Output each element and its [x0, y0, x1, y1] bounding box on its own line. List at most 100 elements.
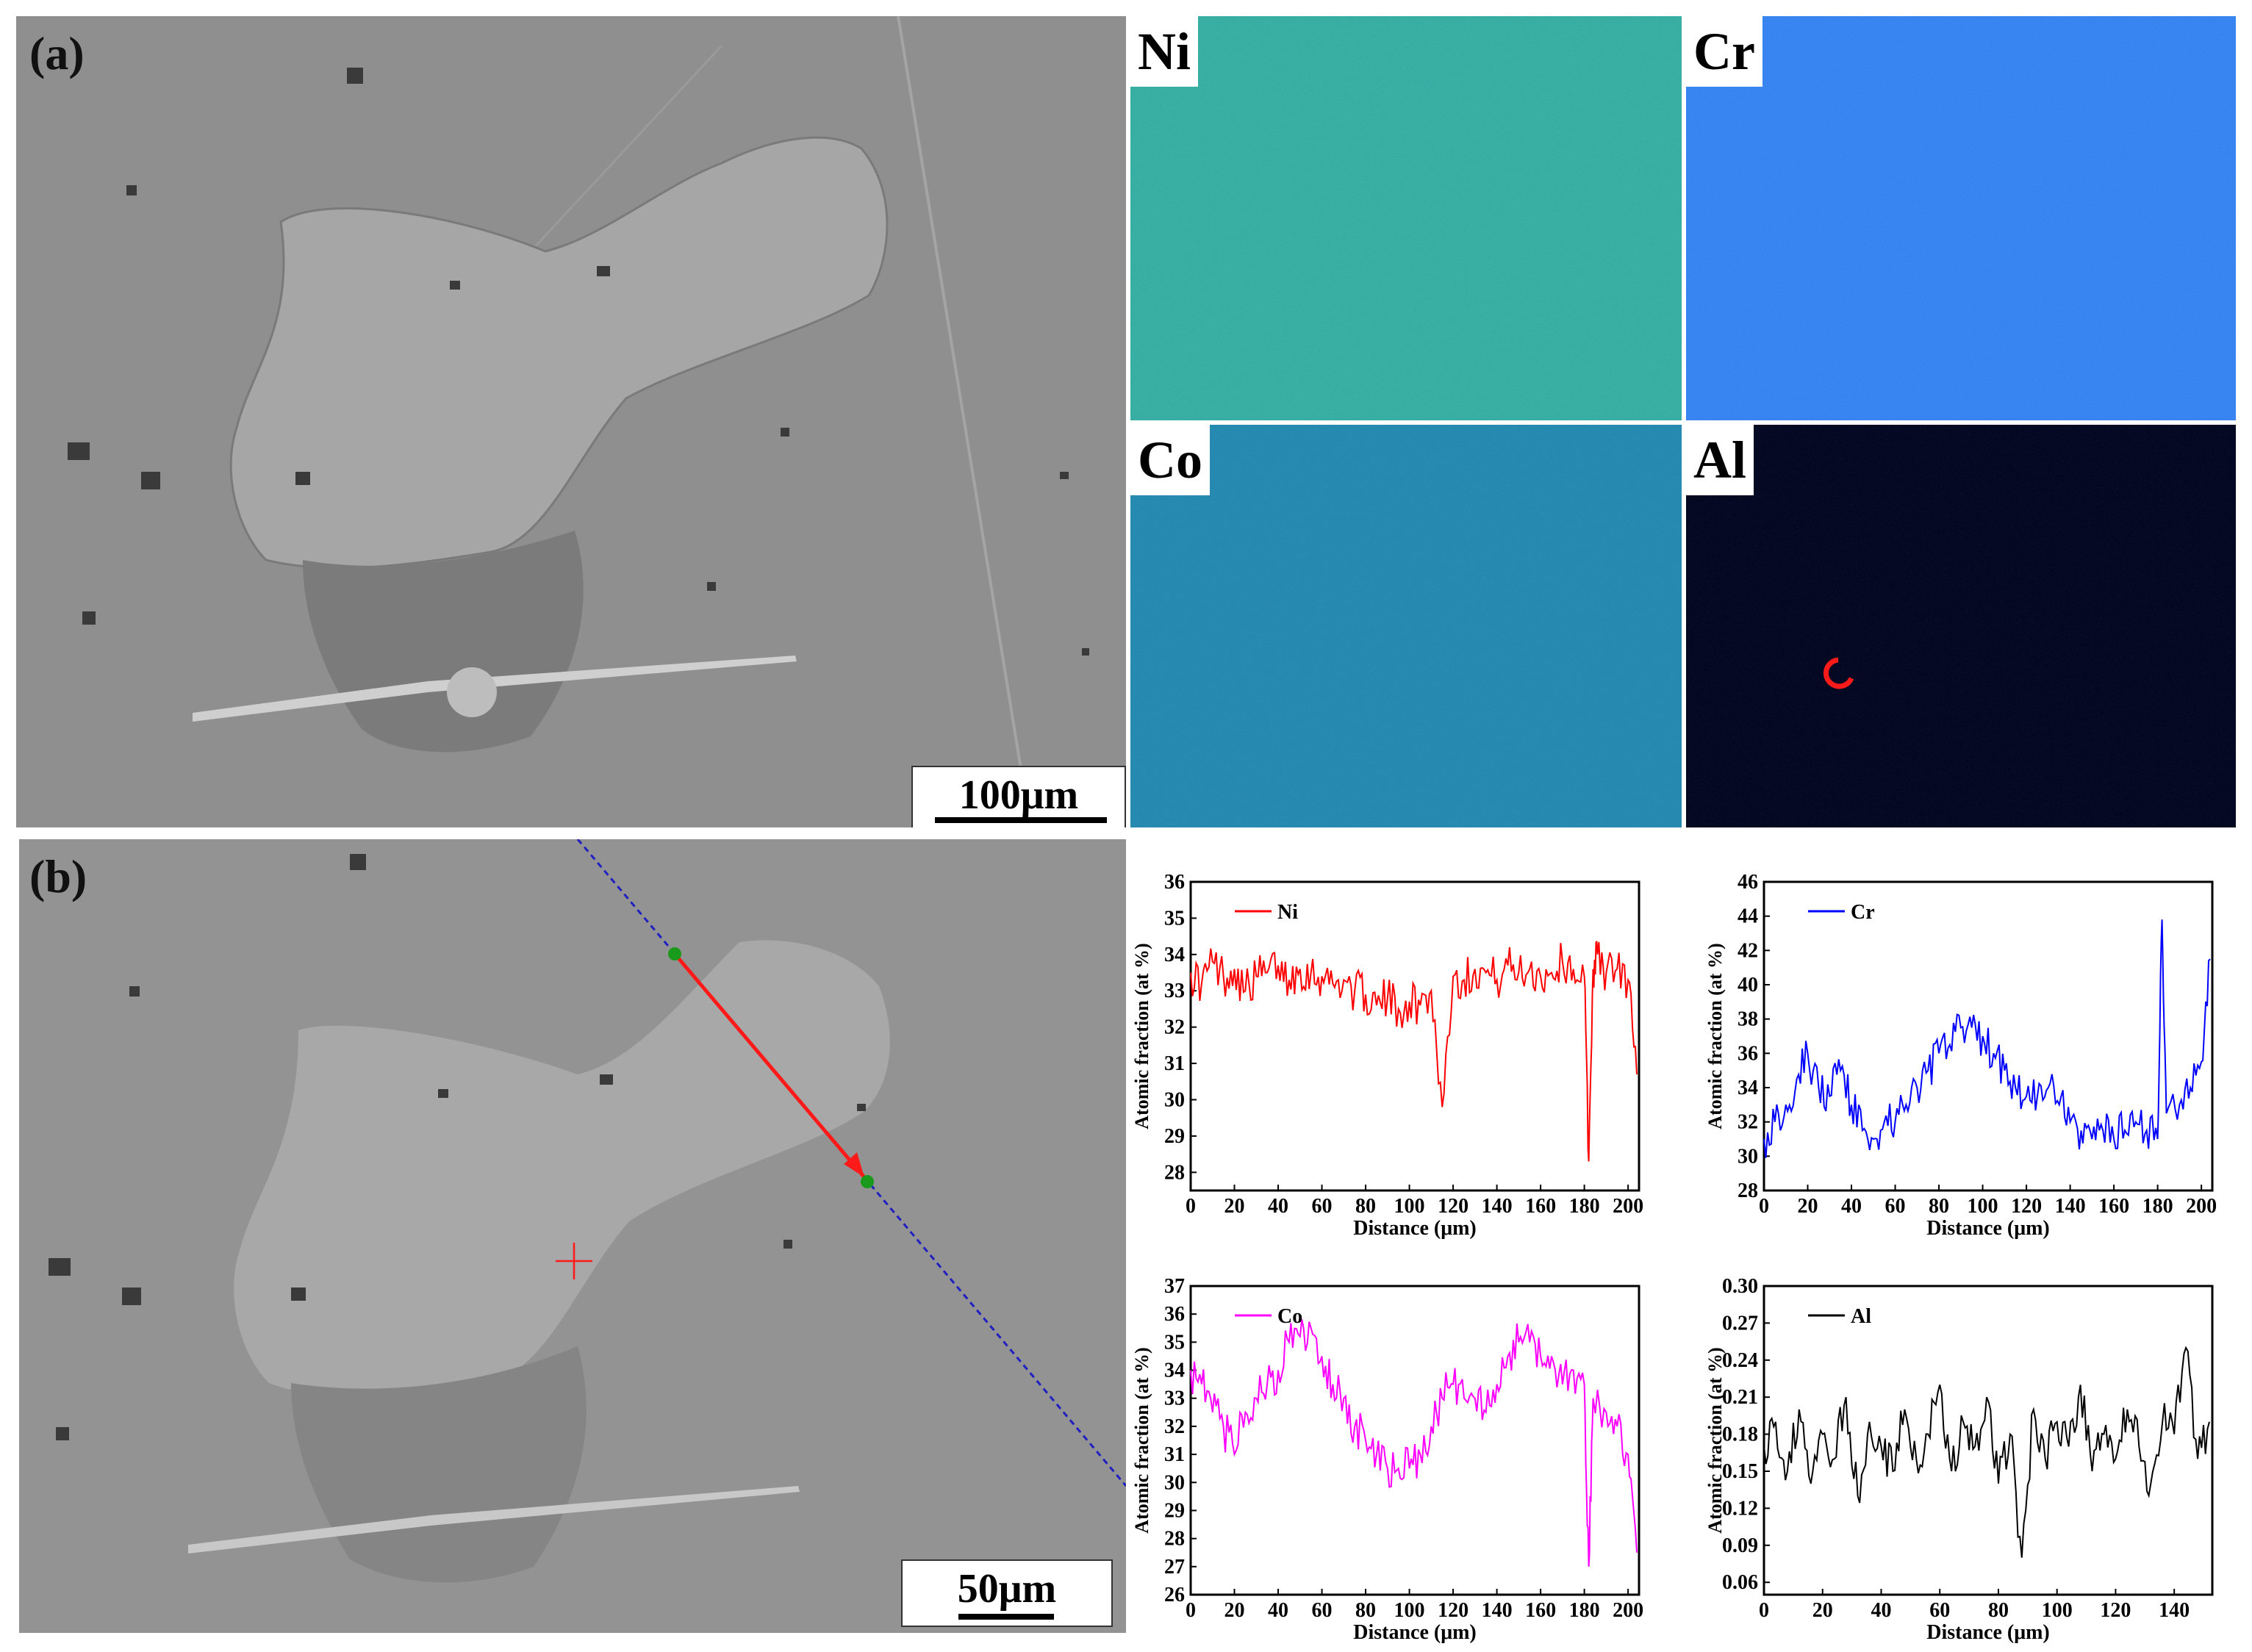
chart-ni: 0 20 40 60 80 100 120 140 160 180 200 28 29 30 31 32 33 3…	[1132, 871, 1643, 1240]
y-tick-label: 36	[1738, 1042, 1758, 1065]
map-co: Co	[1130, 425, 1682, 827]
y-tick-label: 32	[1164, 1415, 1185, 1438]
x-axis-label: Distance (μm)	[1926, 1621, 2050, 1644]
plot-frame	[1189, 1285, 1640, 1596]
x-axis-label: Distance (μm)	[1353, 1217, 1477, 1240]
y-tick-label: 30	[1738, 1145, 1758, 1168]
series-line-al	[1763, 1346, 2210, 1558]
y-tick-label: 0.06	[1722, 1571, 1758, 1594]
y-tick-label: 0.21	[1722, 1386, 1758, 1409]
x-tick-label: 60	[1929, 1599, 1950, 1622]
scratch-bright	[193, 656, 797, 722]
y-tick-label: 28	[1164, 1161, 1185, 1184]
y-tick-label: 33	[1164, 980, 1185, 1002]
series-line-cr	[1763, 919, 2211, 1158]
grain-light-b	[234, 940, 890, 1397]
y-tick-label: 26	[1164, 1584, 1185, 1606]
y-tick-label: 30	[1164, 1088, 1185, 1111]
map-cr-noise	[1686, 16, 2236, 420]
scratch-bright-b	[188, 1486, 800, 1554]
chart-al: 0 20 40 60 80 100 120 140 0.06 0.09 0.12 0.15 0.18 0.…	[1705, 1275, 2214, 1644]
x-tick-label: 200	[2186, 1195, 2217, 1218]
y-tick-label: 42	[1738, 939, 1758, 962]
legend-label: Cr	[1851, 901, 1875, 924]
x-tick-label: 60	[1312, 1599, 1333, 1622]
y-tick-label: 32	[1164, 1016, 1185, 1039]
y-tick-label: 29	[1164, 1499, 1185, 1522]
al-marker-ring	[1823, 657, 1854, 689]
y-tick-label: 44	[1738, 905, 1758, 928]
x-tick-label: 60	[1885, 1195, 1906, 1218]
scan-start-dot	[668, 947, 681, 960]
x-tick-label: 120	[1438, 1195, 1469, 1218]
x-tick-label: 20	[1224, 1195, 1245, 1218]
sem-image-a: (a) 100μm	[16, 16, 1126, 827]
x-tick-label: 0	[1759, 1195, 1769, 1218]
x-tick-label: 0	[1186, 1195, 1196, 1218]
y-tick-label: 34	[1164, 1360, 1185, 1382]
x-tick-label: 80	[1929, 1195, 1949, 1218]
scale-bar-label-b: 50μm	[957, 1566, 1057, 1612]
y-axis-label: Atomic fraction (at %)	[1705, 943, 1726, 1129]
plot-frame	[1189, 880, 1640, 1192]
chart-co: 0 20 40 60 80 100 120 140 160 180 200 26 27 28 29 30 31 3…	[1132, 1275, 1643, 1644]
grain-light	[229, 136, 889, 570]
x-tick-label: 200	[1613, 1195, 1643, 1218]
scale-bar-a	[935, 817, 1107, 823]
scale-bar-box-b: 50μm	[901, 1559, 1113, 1627]
y-tick-label: 0.27	[1722, 1312, 1758, 1335]
scale-bar-b	[958, 1614, 1054, 1620]
x-tick-label: 100	[1394, 1195, 1425, 1218]
scan-end-dot	[861, 1175, 874, 1188]
y-tick-label: 38	[1738, 1008, 1758, 1031]
y-tick-label: 31	[1164, 1443, 1185, 1466]
x-tick-label: 0	[1759, 1599, 1769, 1622]
x-tick-label: 20	[1224, 1599, 1245, 1622]
x-tick-label: 140	[1482, 1599, 1513, 1622]
x-tick-label: 40	[1871, 1599, 1891, 1622]
x-tick-label: 160	[2098, 1195, 2129, 1218]
y-tick-label: 29	[1164, 1125, 1185, 1148]
y-tick-label: 0.30	[1722, 1275, 1758, 1298]
map-label-ni: Ni	[1130, 16, 1198, 87]
scale-bar-box-a: 100μm	[911, 766, 1126, 827]
series-line-ni	[1190, 941, 1638, 1162]
y-tick-label: 36	[1164, 1303, 1185, 1326]
y-tick-label: 0.12	[1722, 1497, 1758, 1520]
series-line-co	[1190, 1319, 1638, 1567]
y-tick-label: 40	[1738, 974, 1758, 996]
x-tick-label: 40	[1268, 1195, 1288, 1218]
y-axis-label: Atomic fraction (at %)	[1705, 1347, 1726, 1533]
y-tick-label: 31	[1164, 1052, 1185, 1075]
y-tick-label: 34	[1738, 1077, 1758, 1099]
sem-texture-b	[19, 839, 1126, 1633]
x-tick-label: 160	[1525, 1195, 1556, 1218]
x-tick-label: 200	[1613, 1599, 1643, 1622]
panel-label-b: (b)	[29, 850, 87, 902]
sem-image-b: (b) 50μm	[19, 839, 1126, 1633]
x-tick-label: 120	[2011, 1195, 2042, 1218]
x-tick-label: 160	[1525, 1599, 1556, 1622]
x-tick-label: 40	[1268, 1599, 1288, 1622]
map-cr: Cr	[1686, 16, 2236, 420]
map-label-co: Co	[1130, 425, 1210, 495]
map-al: Al	[1686, 425, 2236, 827]
y-tick-label: 0.09	[1722, 1534, 1758, 1557]
map-al-noise	[1686, 425, 2236, 827]
legend-label: Co	[1277, 1305, 1302, 1328]
x-tick-label: 60	[1312, 1195, 1333, 1218]
chart-cr: 0 20 40 60 80 100 120 140 160 180 200 28 30 32 34 36 38 4…	[1705, 871, 2217, 1240]
x-tick-label: 140	[2159, 1599, 2190, 1622]
x-tick-label: 80	[1988, 1599, 2009, 1622]
x-tick-label: 120	[2100, 1599, 2131, 1622]
map-label-al: Al	[1686, 425, 1754, 495]
x-tick-label: 40	[1841, 1195, 1862, 1218]
scan-arrow	[673, 952, 866, 1179]
x-tick-label: 180	[2142, 1195, 2173, 1218]
y-tick-label: 28	[1738, 1179, 1758, 1202]
x-tick-label: 100	[1968, 1195, 1998, 1218]
y-tick-label: 33	[1164, 1387, 1185, 1410]
x-tick-label: 80	[1355, 1195, 1376, 1218]
x-tick-label: 140	[2055, 1195, 2086, 1218]
x-axis-label: Distance (μm)	[1353, 1621, 1477, 1644]
